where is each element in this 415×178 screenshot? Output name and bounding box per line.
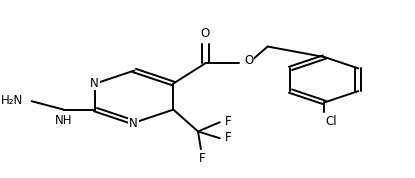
Text: H₂N: H₂N — [1, 94, 23, 107]
Text: O: O — [244, 54, 254, 67]
Text: NH: NH — [55, 114, 72, 127]
Text: N: N — [90, 77, 99, 90]
Text: F: F — [225, 131, 232, 144]
Text: O: O — [200, 27, 210, 40]
Text: Cl: Cl — [326, 115, 337, 128]
Text: F: F — [199, 153, 206, 166]
Text: N: N — [129, 117, 138, 130]
Text: F: F — [225, 115, 232, 128]
